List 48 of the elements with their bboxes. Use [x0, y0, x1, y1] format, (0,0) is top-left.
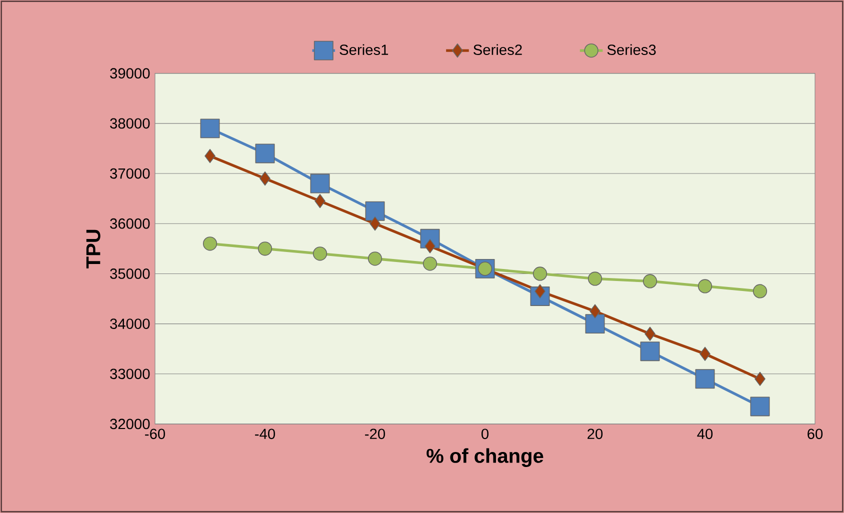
point [422, 256, 438, 271]
y-tick-label: 37000 [110, 168, 150, 179]
point [200, 118, 220, 138]
point [310, 174, 330, 194]
x-tick-label: -60 [145, 428, 166, 440]
point [698, 279, 712, 294]
y-tick-label: 36000 [110, 218, 150, 229]
x-tick-label: -20 [365, 428, 386, 440]
x-tick-label: 60 [808, 428, 823, 440]
point [314, 194, 326, 208]
y-axis-title: TPU [86, 230, 100, 268]
point [642, 274, 658, 288]
y-tick-label: 35000 [110, 268, 150, 279]
point [700, 346, 710, 361]
point [255, 144, 275, 164]
point [260, 171, 270, 186]
x-tick-label: -40 [255, 428, 276, 440]
legend-label: Series2 [474, 44, 522, 56]
point [752, 284, 768, 298]
point [585, 314, 605, 334]
y-tick-label: 34000 [110, 318, 150, 329]
point [370, 216, 380, 231]
point [644, 326, 656, 341]
point [532, 266, 548, 281]
point [365, 201, 385, 221]
y-tick-label: 33000 [110, 368, 150, 380]
point [368, 252, 382, 266]
y-tick-label: 38000 [110, 118, 150, 129]
point [750, 396, 770, 416]
x-tick-label: 0 [481, 428, 488, 440]
legend-label: Series3 [607, 44, 656, 56]
y-tick-label: 39000 [110, 68, 150, 79]
point [640, 342, 660, 362]
y-tick-label: 32000 [110, 418, 150, 430]
point [202, 236, 218, 251]
point [588, 272, 602, 286]
legend-label: Series1 [340, 44, 388, 56]
point [534, 284, 546, 298]
point [754, 372, 766, 386]
point [695, 369, 715, 389]
x-axis-title: % of change [426, 448, 544, 467]
point [312, 246, 328, 261]
point [204, 148, 216, 164]
point [590, 304, 600, 318]
point [424, 239, 436, 254]
point [258, 242, 272, 256]
x-tick-label: 20 [588, 428, 603, 440]
x-tick-label: 40 [697, 428, 713, 440]
